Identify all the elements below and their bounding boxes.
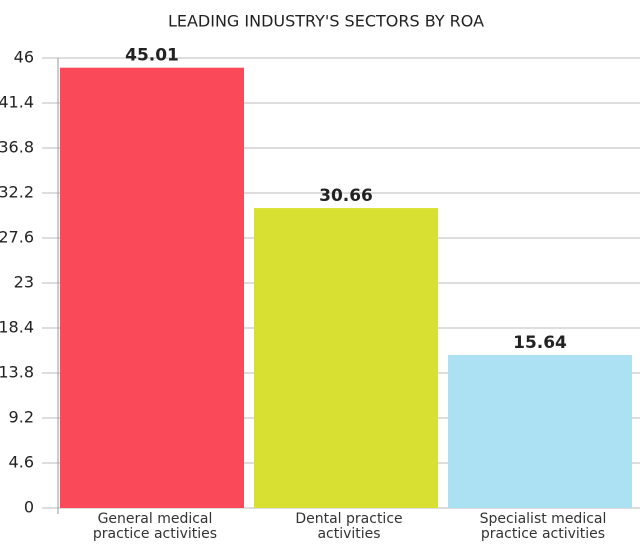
y-tick-label: 4.6: [9, 453, 34, 472]
x-tick-label: Specialist medical practice activities: [479, 511, 607, 542]
y-tick-label: 41.4: [0, 93, 34, 112]
y-tick-label: 18.4: [0, 318, 34, 337]
y-tick-label: 46: [14, 48, 34, 67]
bar: [60, 67, 244, 508]
y-tick-label: 27.6: [0, 228, 34, 247]
chart-title: LEADING INDUSTRY'S SECTORS BY ROA: [168, 12, 484, 31]
data-label: 30.66: [319, 186, 373, 206]
y-tick-label: 32.2: [0, 183, 34, 202]
y-tick-label: 0: [24, 498, 34, 517]
y-tick-label: 23: [14, 273, 34, 292]
y-tick-label: 9.2: [9, 408, 34, 427]
x-tick-label: Dental practice activities: [295, 511, 403, 542]
data-label: 15.64: [513, 333, 567, 353]
bar: [254, 208, 438, 508]
y-tick-label: 36.8: [0, 138, 34, 157]
data-label: 45.01: [125, 46, 179, 66]
bar: [448, 355, 632, 508]
x-tick-label: General medical practice activities: [92, 511, 218, 542]
y-tick-label: 13.8: [0, 363, 34, 382]
